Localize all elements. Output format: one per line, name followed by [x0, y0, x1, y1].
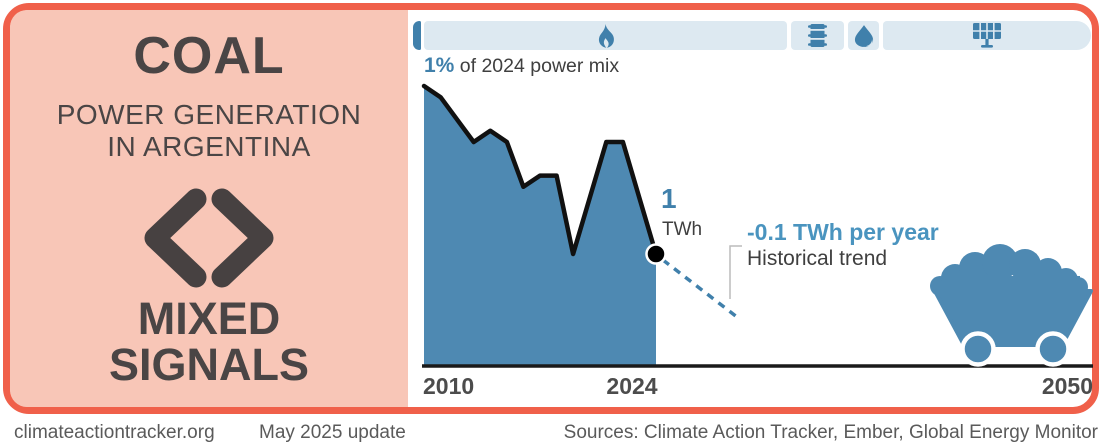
left-panel [10, 10, 408, 407]
area-outline [421, 83, 659, 257]
mix-segment-gas [424, 21, 787, 50]
rating-line2: SIGNALS [108, 339, 310, 390]
point-value-label: 1 [661, 183, 677, 214]
footer-site: climateactiontracker.org [14, 422, 215, 443]
trend-rate-label: -0.1 TWh per year [747, 219, 939, 245]
mix-segment-hydro [848, 21, 879, 50]
mix-segment-oil [791, 21, 844, 50]
chevron-right-icon [211, 188, 274, 288]
trend-dashed-line [661, 258, 739, 319]
mix-segment-coal [413, 21, 421, 50]
coal-cart-icon [930, 244, 1093, 367]
rating-label: MIXED SIGNALS [10, 296, 408, 388]
area-fill [424, 86, 656, 366]
end-point-dot [645, 243, 667, 265]
rating-line1: MIXED [137, 293, 281, 344]
mix-segment-renewables [883, 21, 1091, 50]
panel-subtitle: POWER GENERATION IN ARGENTINA [10, 99, 408, 163]
x-tick-2010: 2010 [423, 373, 475, 399]
share-label: of 2024 power mix [454, 55, 620, 77]
x-tick-2024: 2024 [606, 373, 658, 399]
x-tick-2050: 2050 [1041, 373, 1093, 399]
chevron-left-icon [144, 188, 207, 288]
water-drop-icon [854, 24, 873, 47]
generation-chart [421, 83, 1093, 368]
solar-panel-icon [973, 23, 1001, 48]
footer-update: May 2025 update [259, 422, 406, 443]
annotation-bracket [729, 245, 742, 299]
subtitle-line1: POWER GENERATION [56, 99, 362, 130]
subtitle-line2: IN ARGENTINA [107, 131, 311, 162]
mixed-signals-chevrons-icon [144, 188, 274, 288]
flame-icon [598, 23, 614, 48]
share-value: 1% [424, 54, 455, 77]
point-unit-label: TWh [662, 219, 703, 240]
trend-name-label: Historical trend [747, 247, 888, 270]
fuel-title: COAL [133, 27, 285, 85]
share-callout: 1% of 2024 power mix [424, 54, 619, 78]
oil-barrel-icon [808, 24, 827, 47]
footer-sources: Sources: Climate Action Tracker, Ember, … [563, 422, 1098, 443]
